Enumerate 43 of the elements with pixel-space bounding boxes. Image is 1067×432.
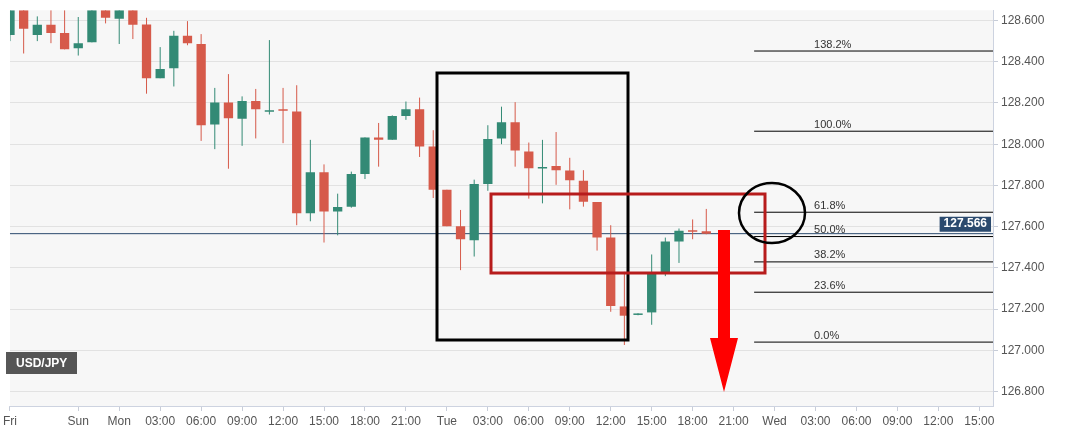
- x-tick-label: 15:00: [636, 413, 668, 428]
- x-tick-label: 03:00: [145, 413, 176, 428]
- x-tick-label: 12:00: [595, 413, 627, 428]
- x-tick-label: Wed: [762, 413, 787, 428]
- x-tick-label: 06:00: [841, 413, 872, 428]
- annotation: 138.2%: [814, 37, 852, 50]
- x-tick-label: Fri: [3, 413, 17, 428]
- x-tick-label: 21:00: [390, 413, 422, 428]
- x-tick-label: Mon: [107, 413, 131, 428]
- x-tick-label: 09:00: [227, 413, 258, 428]
- y-tick-label: 128.200: [1001, 95, 1045, 110]
- y-tick-label: 128.600: [1001, 12, 1045, 27]
- x-tick-label: 06:00: [186, 413, 217, 428]
- text: USD/JPY: [6, 352, 78, 374]
- y-tick-label: 128.400: [1001, 54, 1045, 69]
- annotation: 61.8%: [814, 198, 846, 211]
- x-tick-label: Sun: [67, 413, 89, 428]
- annotation: 100.0%: [814, 117, 852, 130]
- x-tick-label: 09:00: [882, 413, 913, 428]
- y-tick-label: 126.800: [1001, 383, 1045, 398]
- annotation: 50.0%: [814, 223, 846, 236]
- y-tick-label: 127.400: [1001, 260, 1045, 275]
- y-tick-label: 128.000: [1001, 136, 1045, 151]
- x-tick-label: 18:00: [349, 413, 381, 428]
- ref-line-label: 127.566: [943, 216, 988, 231]
- y-tick-label: 127.800: [1001, 177, 1045, 192]
- x-tick-label: 09:00: [554, 413, 586, 428]
- x-tick-label: 15:00: [309, 413, 340, 428]
- x-tick-label: 15:00: [964, 413, 995, 428]
- annotation: 23.6%: [814, 278, 846, 291]
- y-tick-label: 127.000: [1001, 342, 1045, 357]
- x-tick-label: 18:00: [677, 413, 708, 428]
- x-tick-label: 03:00: [800, 413, 831, 428]
- x-tick-label: 06:00: [513, 413, 545, 428]
- x-tick-label: 03:00: [472, 413, 504, 428]
- annotation: 38.2%: [814, 248, 846, 261]
- x-tick-label: 12:00: [923, 413, 954, 428]
- x-tick-label: 21:00: [718, 413, 749, 428]
- annotation: 0.0%: [814, 328, 840, 341]
- y-tick-label: 127.200: [1001, 301, 1045, 316]
- x-tick-label: Tue: [436, 413, 458, 428]
- x-tick-label: 12:00: [268, 413, 299, 428]
- y-tick-label: 127.600: [1001, 218, 1045, 233]
